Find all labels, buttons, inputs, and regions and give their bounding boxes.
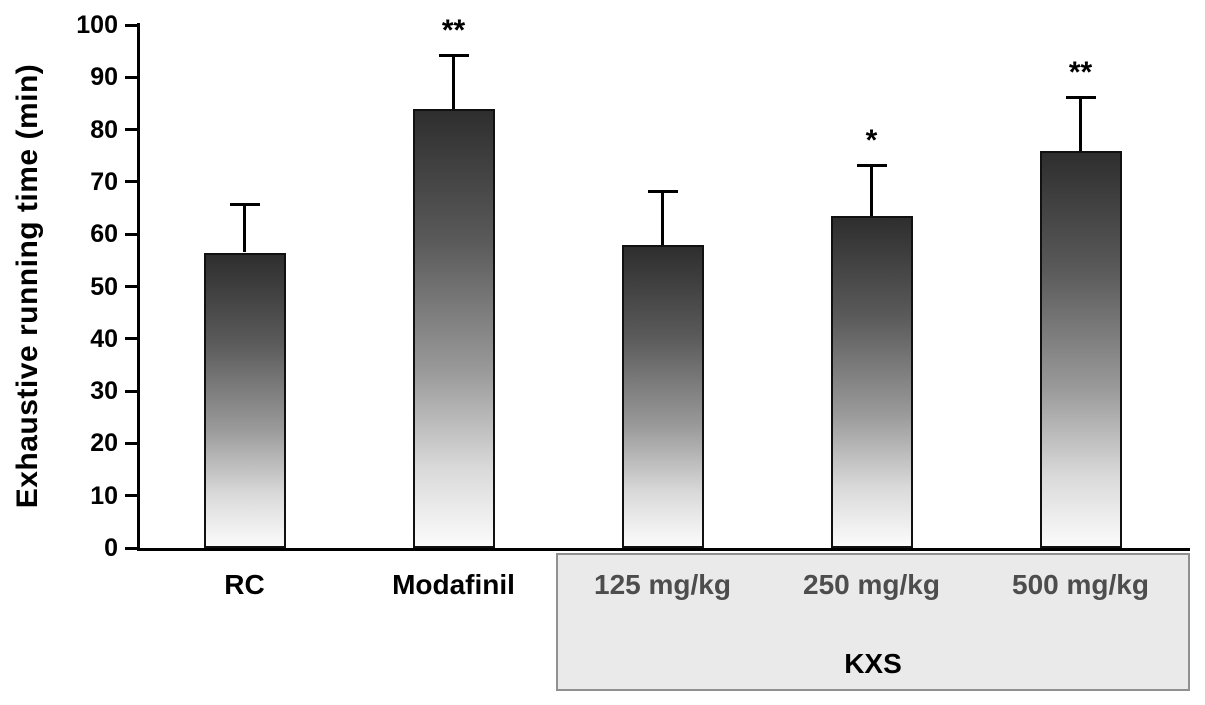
error-bar — [452, 53, 455, 109]
error-bar-cap — [229, 202, 260, 206]
bar — [830, 215, 913, 548]
y-tick-label: 100 — [76, 11, 118, 39]
y-tick-label: 50 — [90, 272, 118, 301]
bar — [1039, 150, 1122, 548]
significance-marker: ** — [1068, 55, 1093, 89]
y-tick — [125, 337, 137, 341]
error-bar — [870, 163, 873, 216]
error-bar — [661, 189, 664, 245]
significance-marker: ** — [441, 13, 466, 47]
x-axis-line — [137, 548, 1190, 551]
y-axis-title: Exhaustive running time (min) — [11, 63, 44, 509]
error-bar — [1079, 95, 1082, 151]
x-category-label: Modafinil — [392, 569, 515, 600]
x-category-label: RC — [224, 569, 265, 600]
y-tick — [125, 180, 137, 184]
y-tick — [125, 546, 137, 550]
y-tick — [125, 232, 137, 236]
error-bar-cap — [856, 163, 887, 167]
kxs-group-box — [556, 553, 1190, 691]
y-tick — [125, 494, 137, 498]
y-tick-label: 60 — [90, 220, 118, 249]
significance-marker: * — [865, 123, 878, 157]
y-tick-label: 30 — [90, 377, 118, 406]
error-bar-cap — [438, 53, 469, 57]
y-tick — [125, 23, 137, 27]
y-tick-label: 90 — [90, 63, 118, 92]
bar — [412, 108, 495, 548]
y-tick-label: 10 — [90, 481, 118, 510]
y-axis-line — [137, 23, 140, 551]
kxs-group-label: KXS — [844, 648, 902, 679]
bar — [203, 252, 286, 548]
error-bar-cap — [1065, 95, 1096, 99]
y-tick — [125, 75, 137, 79]
y-tick — [125, 389, 137, 393]
y-tick — [125, 441, 137, 445]
y-tick-label: 0 — [104, 534, 118, 562]
error-bar — [243, 202, 246, 253]
x-category-label: 250 mg/kg — [803, 569, 940, 600]
y-tick-label: 40 — [90, 324, 118, 353]
x-category-label: 125 mg/kg — [594, 569, 731, 600]
error-bar-cap — [647, 189, 678, 193]
y-tick — [125, 128, 137, 132]
y-tick-label: 20 — [90, 429, 118, 458]
x-category-label: 500 mg/kg — [1012, 569, 1149, 600]
bar — [621, 244, 704, 548]
y-tick-label: 80 — [90, 115, 118, 144]
y-tick — [125, 285, 137, 288]
y-tick-label: 70 — [90, 167, 118, 196]
